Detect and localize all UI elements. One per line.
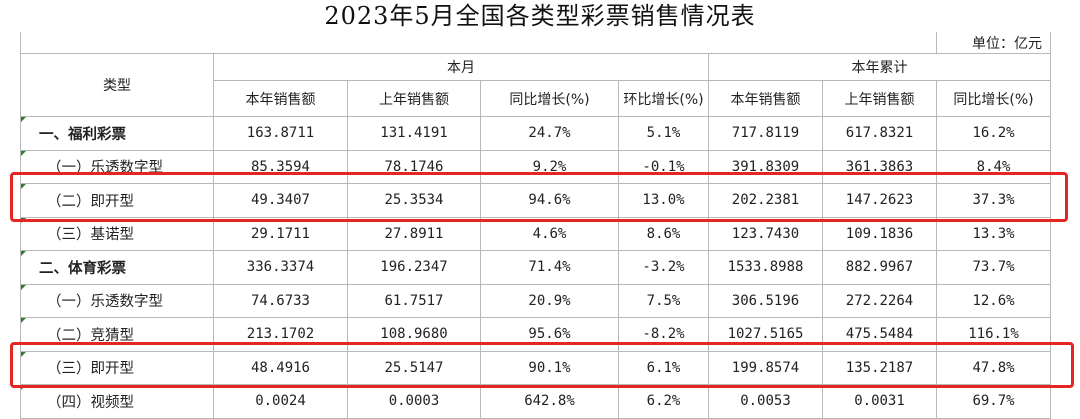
table-cell: 25.5147 [347, 350, 481, 385]
column-header: 环比增长(%) [618, 80, 709, 117]
row-type: （二）竞猜型 [20, 317, 214, 352]
page-title: 2023年5月全国各类型彩票销售情况表 [324, 2, 756, 30]
row-type: 一、福利彩票 [20, 116, 214, 151]
table-cell: 717.8119 [708, 116, 823, 151]
table-cell: 9.2% [480, 149, 619, 184]
table-cell: 8.4% [936, 149, 1052, 184]
table-cell: 116.1% [936, 317, 1052, 352]
table-cell: 48.4916 [213, 350, 348, 385]
row-type: （三）即开型 [20, 350, 214, 385]
table-cell: 16.2% [936, 116, 1052, 151]
row-type: （二）即开型 [20, 183, 214, 218]
table-cell: 202.2381 [708, 183, 823, 218]
table-row: （二）竞猜型 213.1702 108.9680 95.6% -8.2% 102… [20, 317, 1052, 352]
column-header: 同比增长(%) [936, 80, 1052, 117]
table-cell: 0.0053 [708, 384, 823, 419]
table-cell: 25.3534 [347, 183, 481, 218]
table-row: （三）即开型 48.4916 25.5147 90.1% 6.1% 199.85… [20, 350, 1052, 385]
table-cell: 69.7% [936, 384, 1052, 419]
table-cell: 5.1% [618, 116, 709, 151]
table-cell: 47.8% [936, 350, 1052, 385]
row-type: （三）基诺型 [20, 216, 214, 251]
header-row-group: 类型 本月 本年累计 [20, 53, 1052, 117]
table-cell: 1027.5165 [708, 317, 823, 352]
table-cell: 272.2264 [821, 283, 938, 318]
table-cell: 27.8911 [347, 216, 481, 251]
table-cell: 199.8574 [708, 350, 823, 385]
table-cell: 7.5% [618, 283, 709, 318]
table-cell: 12.6% [936, 283, 1052, 318]
table-cell: 94.6% [480, 183, 619, 218]
table-cell: 109.1836 [821, 216, 938, 251]
table-cell: 4.6% [480, 216, 619, 251]
table-cell: 74.6733 [213, 283, 348, 318]
table-row: （二）即开型 49.3407 25.3534 94.6% 13.0% 202.2… [20, 183, 1052, 218]
table-cell: 163.8711 [213, 116, 348, 151]
table-cell: 391.8309 [708, 149, 823, 184]
table-cell: -3.2% [618, 250, 709, 285]
table-row: 二、体育彩票 336.3374 196.2347 71.4% -3.2% 153… [20, 250, 1052, 285]
table-cell: 0.0003 [347, 384, 481, 419]
column-header: 本年销售额 [708, 80, 823, 117]
table-cell: 123.7430 [708, 216, 823, 251]
table-cell: 0.0024 [213, 384, 348, 419]
table-cell: 13.3% [936, 216, 1052, 251]
table-cell: 8.6% [618, 216, 709, 251]
table-cell: 20.9% [480, 283, 619, 318]
table-cell: 49.3407 [213, 183, 348, 218]
blank-cell [19, 32, 938, 54]
table-cell: 24.7% [480, 116, 619, 151]
column-header: 上年销售额 [347, 80, 481, 117]
table-cell: 108.9680 [347, 317, 481, 352]
table-row: （三）基诺型 29.1711 27.8911 4.6% 8.6% 123.743… [20, 216, 1052, 251]
column-header: 同比增长(%) [480, 80, 619, 117]
table-cell: -8.2% [618, 317, 709, 352]
row-type: 二、体育彩票 [20, 250, 214, 285]
header-this-month: 本月 [213, 53, 709, 81]
header-type: 类型 [20, 53, 214, 117]
table-cell: 475.5484 [821, 317, 938, 352]
row-type: （一）乐透数字型 [20, 149, 214, 184]
table-cell: 73.7% [936, 250, 1052, 285]
header-row-columns: 本年销售额 上年销售额 同比增长(%) 环比增长(%) 本年销售额 上年销售额 … [21, 80, 1052, 117]
table-cell: 6.2% [618, 384, 709, 419]
table-cell: 1533.8988 [708, 250, 823, 285]
table-cell: 90.1% [480, 350, 619, 385]
table-cell: 213.1702 [213, 317, 348, 352]
lottery-sales-table: 单位：亿元 类型 本月 本年累计 本年销售额 上年销售额 同比增长(%) 环比增… [19, 32, 1052, 419]
table-row: （一）乐透数字型 85.3594 78.1746 9.2% -0.1% 391.… [20, 149, 1052, 184]
table-cell: 71.4% [480, 250, 619, 285]
table-cell: 642.8% [480, 384, 619, 419]
table-cell: 196.2347 [347, 250, 481, 285]
table-cell: 37.3% [936, 183, 1052, 218]
table-cell: 29.1711 [213, 216, 348, 251]
table-cell: -0.1% [618, 149, 709, 184]
table-cell: 0.0031 [821, 384, 938, 419]
table-cell: 135.2187 [821, 350, 938, 385]
column-header: 上年销售额 [821, 80, 938, 117]
table-cell: 6.1% [618, 350, 709, 385]
table-cell: 78.1746 [347, 149, 481, 184]
table-cell: 617.8321 [821, 116, 938, 151]
table-cell: 306.5196 [708, 283, 823, 318]
table-row: 一、福利彩票 163.8711 131.4191 24.7% 5.1% 717.… [20, 116, 1052, 151]
header-ytd: 本年累计 [707, 53, 1052, 81]
table-cell: 13.0% [618, 183, 709, 218]
table-cell: 882.9967 [821, 250, 938, 285]
table-cell: 61.7517 [347, 283, 481, 318]
unit-label: 单位：亿元 [936, 32, 1052, 54]
column-header: 本年销售额 [213, 80, 348, 117]
row-type: （四）视频型 [20, 384, 214, 419]
table-cell: 147.2623 [821, 183, 938, 218]
table-cell: 336.3374 [213, 250, 348, 285]
table-cell: 131.4191 [347, 116, 481, 151]
table-row: （一）乐透数字型 74.6733 61.7517 20.9% 7.5% 306.… [20, 283, 1052, 318]
table-row: （四）视频型 0.0024 0.0003 642.8% 6.2% 0.0053 … [20, 384, 1052, 419]
unit-row: 单位：亿元 [19, 32, 1052, 54]
row-type: （一）乐透数字型 [20, 283, 214, 318]
table-cell: 85.3594 [213, 149, 348, 184]
table-cell: 95.6% [480, 317, 619, 352]
table-cell: 361.3863 [821, 149, 938, 184]
